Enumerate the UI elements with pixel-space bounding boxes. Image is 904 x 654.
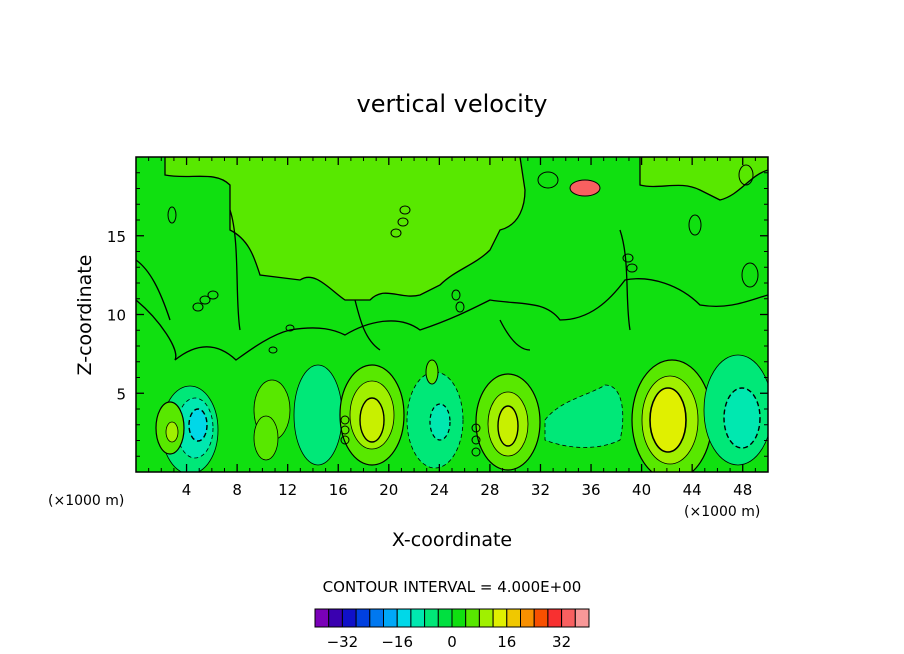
cell-42-pos-core: [649, 387, 687, 453]
x-tick-label: 20: [379, 481, 398, 499]
cell-29-pos-core: [497, 405, 519, 447]
y-tick-label: 10: [107, 307, 126, 325]
chart-title: vertical velocity: [357, 90, 548, 118]
x-unit-left: (×1000 m): [48, 493, 124, 509]
x-tick-label: 24: [430, 481, 449, 499]
x-tick-label: 36: [581, 481, 600, 499]
mid-band: [136, 278, 768, 361]
upper-region: [164, 157, 526, 301]
colorbar-swatch: [369, 608, 384, 628]
x-tick-label: 28: [480, 481, 499, 499]
colorbar-swatch: [383, 608, 398, 628]
plot-area: [136, 157, 768, 472]
colorbar-swatch: [492, 608, 508, 628]
cell-24-neg-core: [429, 403, 451, 441]
x-tick-label: 16: [329, 481, 348, 499]
colorbar-swatch: [478, 608, 494, 628]
y-tick-label: 15: [107, 228, 126, 246]
colorbar-tick-label: −16: [381, 633, 413, 651]
colorbar-swatch: [314, 608, 330, 628]
x-tick-label: 12: [278, 481, 297, 499]
x-tick-label: 8: [232, 481, 242, 499]
x-tick-label: 32: [531, 481, 550, 499]
colorbar-swatch: [533, 608, 549, 628]
cell-35-neg: [544, 384, 624, 448]
x-tick-label: 48: [733, 481, 752, 499]
cell-48-neg-core: [723, 387, 761, 449]
colorbar-tick-label: 32: [552, 633, 571, 651]
y-axis-label: Z-coordinate: [74, 255, 96, 376]
contour-interval: CONTOUR INTERVAL = 4.000E+00: [323, 578, 582, 596]
colorbar-swatch: [547, 608, 563, 628]
colorbar: [314, 608, 590, 628]
small-contours: [167, 164, 759, 457]
colorbar-swatch: [355, 608, 371, 628]
colorbar-ticks: −32 −16 0 16 32: [327, 633, 572, 651]
colorbar-swatch: [506, 608, 521, 628]
x-tick-label: 44: [683, 481, 702, 499]
x-axis-label: X-coordinate: [392, 529, 512, 551]
y-axis: 5 10 15: [107, 172, 768, 457]
colorbar-swatch: [520, 608, 535, 628]
mid-band-2: [136, 209, 631, 351]
x-unit-right: (×1000 m): [684, 504, 760, 520]
cell-left-pos-core: [165, 421, 179, 443]
upper-region-right: [639, 157, 768, 201]
cell-14-neg: [293, 364, 343, 466]
colorbar-swatch: [451, 608, 467, 628]
colorbar-swatch: [410, 608, 426, 628]
cell-10-pos-2: [253, 415, 279, 461]
cell-left-neg-core: [188, 408, 208, 442]
x-axis: 4 8 12 16 20 24 28 32 36 40 44 48: [148, 157, 756, 499]
colorbar-swatch: [574, 608, 590, 628]
x-tick-label: 40: [632, 481, 651, 499]
colorbar-tick-label: −32: [327, 633, 359, 651]
colorbar-tick-label: 0: [447, 633, 457, 651]
y-tick-label: 5: [116, 385, 126, 403]
colorbar-swatch: [465, 608, 480, 628]
colorbar-swatch: [396, 608, 412, 628]
colorbar-tick-label: 16: [497, 633, 516, 651]
colorbar-swatch: [561, 608, 576, 628]
colorbar-swatch: [328, 608, 343, 628]
colorbar-swatch: [341, 608, 357, 628]
cell-19-pos-core: [359, 397, 385, 443]
x-tick-label: 4: [182, 481, 192, 499]
colorbar-swatch: [424, 608, 439, 628]
colorbar-swatch: [437, 608, 453, 628]
